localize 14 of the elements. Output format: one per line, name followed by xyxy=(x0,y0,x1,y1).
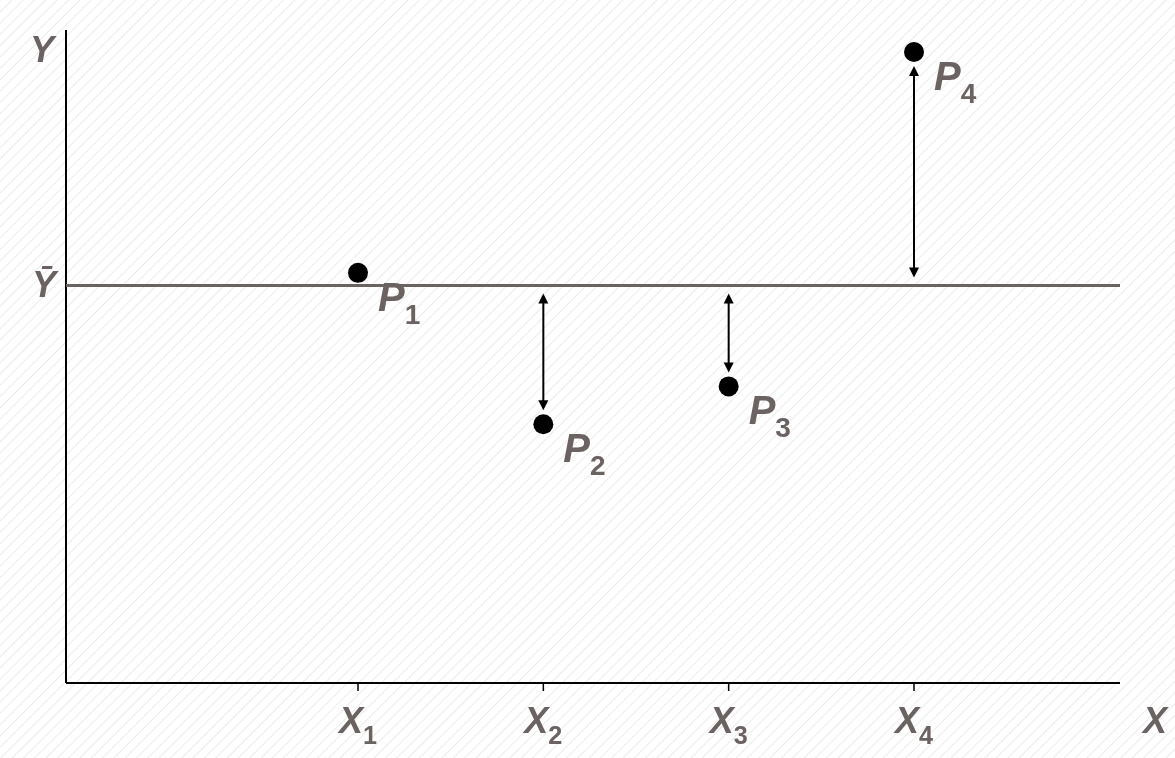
x-tick-label: X$_{3}$ xyxy=(707,700,748,750)
annotation: P$_{3}$ xyxy=(748,388,791,444)
x-axis-title: X xyxy=(1140,700,1169,741)
point xyxy=(348,262,368,283)
annotation: P$_{2}$ xyxy=(563,426,606,481)
x-tick-label: X$_{4}$ xyxy=(892,700,934,750)
point xyxy=(904,42,924,62)
x-tick-label: X$_{2}$ xyxy=(522,700,563,750)
annotation: P$_{4}$ xyxy=(934,54,977,109)
point xyxy=(718,376,739,397)
x-tick-label: X$_{1}$ xyxy=(336,700,378,750)
point xyxy=(533,414,554,435)
text: Y xyxy=(29,29,57,70)
ref-line-label: Ȳ xyxy=(31,264,59,306)
